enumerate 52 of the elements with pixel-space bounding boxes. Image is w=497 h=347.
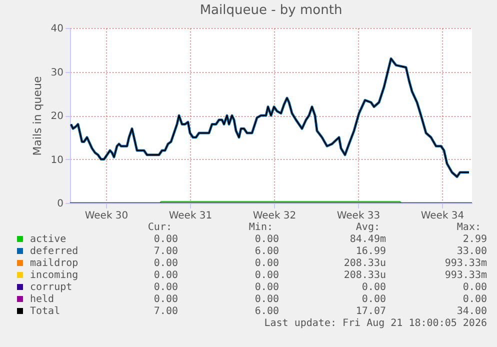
text: 0.00 bbox=[254, 270, 279, 281]
text: 7.00 bbox=[154, 306, 178, 317]
text: 0.00 bbox=[154, 282, 178, 293]
legend-label: maildrop bbox=[30, 258, 78, 269]
text: 993.33m bbox=[444, 258, 487, 269]
y-tick-label: 40 bbox=[50, 24, 64, 34]
legend-label: held bbox=[30, 294, 54, 305]
text: Max: bbox=[456, 222, 481, 233]
x-tick-label: Week 34 bbox=[420, 210, 464, 222]
text: 0.00 bbox=[154, 294, 178, 305]
text: 0.00 bbox=[254, 258, 279, 269]
text: 993.33m bbox=[444, 270, 487, 281]
x-tick-label: Week 31 bbox=[168, 210, 212, 222]
text: Min: bbox=[248, 222, 273, 233]
text: 2.99 bbox=[462, 234, 487, 245]
y-tick-label: 30 bbox=[50, 67, 64, 78]
text: 6.00 bbox=[254, 306, 279, 317]
text: 0.00 bbox=[462, 282, 487, 293]
text: 34.00 bbox=[456, 306, 487, 317]
text: 0.00 bbox=[362, 282, 386, 293]
text: 16.99 bbox=[356, 246, 386, 257]
legend-label: Total bbox=[30, 306, 60, 317]
text: 0.00 bbox=[254, 282, 279, 293]
text: Avg: bbox=[356, 222, 380, 233]
text: 6.00 bbox=[254, 246, 279, 257]
text: 0.00 bbox=[254, 294, 279, 305]
y-tick-label: 20 bbox=[50, 111, 64, 122]
text: Cur: bbox=[148, 222, 172, 233]
text: 0.00 bbox=[154, 270, 178, 281]
legend-label: corrupt bbox=[30, 282, 72, 293]
legend-label: deferred bbox=[30, 246, 78, 257]
text: 0.00 bbox=[154, 258, 178, 269]
text: 84.49m bbox=[350, 234, 386, 245]
legend-label: incoming bbox=[30, 270, 78, 281]
x-tick-label: Week 33 bbox=[336, 210, 380, 222]
x-tick-label: Week 32 bbox=[252, 210, 296, 222]
legend-label: active bbox=[30, 234, 66, 245]
text: Last update: Fri Aug 21 18:00:05 2026 bbox=[264, 318, 487, 329]
text: 208.33u bbox=[344, 258, 386, 269]
text: 17.07 bbox=[356, 306, 386, 317]
y-tick-label: 0 bbox=[57, 198, 64, 210]
text: 33.00 bbox=[456, 246, 487, 257]
text: 0.00 bbox=[254, 234, 279, 245]
text: 7.00 bbox=[154, 246, 178, 257]
x-tick-label: Week 30 bbox=[84, 210, 128, 222]
text: 0.00 bbox=[462, 294, 487, 305]
y-tick-label: 10 bbox=[50, 154, 64, 166]
y-axis-title: Mails in queue bbox=[30, 76, 44, 156]
text: 0.00 bbox=[362, 294, 386, 305]
text: 208.33u bbox=[344, 270, 386, 281]
text: 0.00 bbox=[154, 234, 178, 245]
chart-title: Mailqueue - by month bbox=[200, 3, 342, 18]
